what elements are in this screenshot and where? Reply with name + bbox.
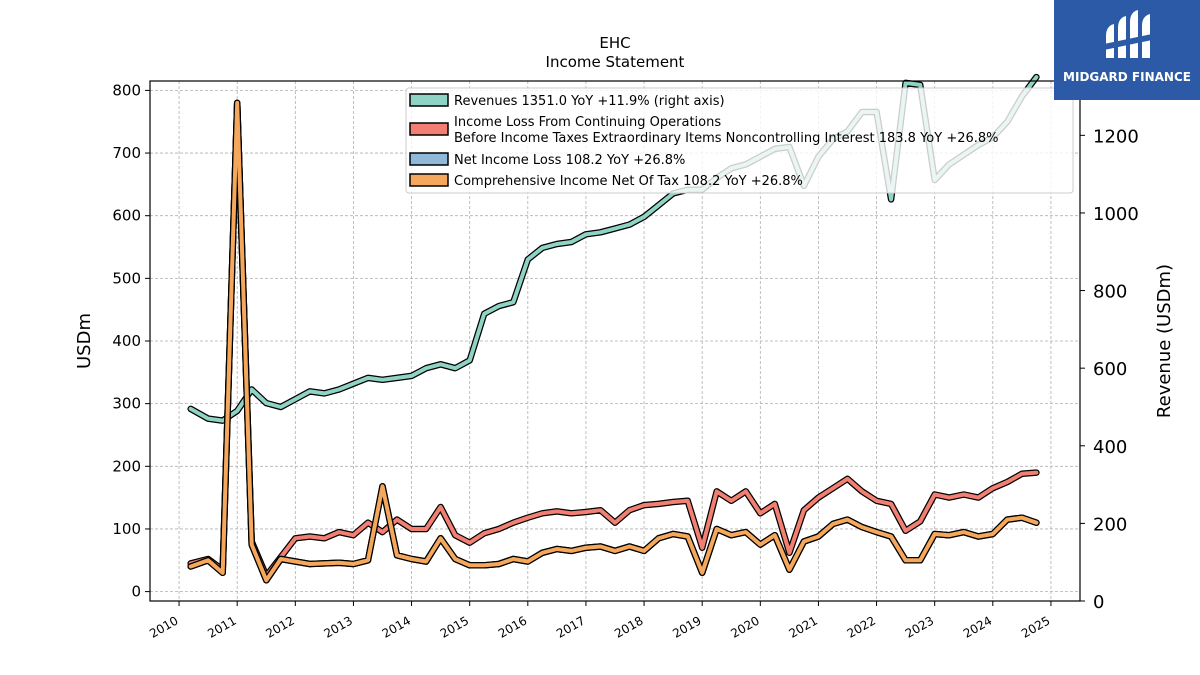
series-line-1 — [188, 100, 1039, 578]
y-tick-label-left: 800 — [112, 81, 141, 99]
x-tick-label: 2019 — [670, 613, 703, 640]
legend-swatch-3 — [409, 173, 449, 187]
series-line-3 — [188, 100, 1039, 583]
y-tick-label-left: 100 — [112, 520, 141, 538]
y-tick-label-right: 200 — [1093, 514, 1127, 535]
x-tick-label: 2025 — [1019, 613, 1052, 640]
x-tick-label: 2024 — [961, 613, 994, 640]
x-tick-label: 2013 — [321, 613, 354, 640]
x-tick-label: 2020 — [728, 613, 761, 640]
legend: Revenues 1351.0 YoY +11.9% (right axis) I… — [405, 87, 1074, 194]
x-tick-label: 2014 — [380, 613, 413, 640]
y-tick-label-left: 500 — [112, 269, 141, 287]
x-tick-label: 2021 — [786, 613, 819, 640]
x-tick-label: 2012 — [263, 613, 296, 640]
y-tick-label-right: 1000 — [1093, 204, 1139, 225]
legend-swatch-1 — [409, 122, 449, 136]
y-tick-label-left: 600 — [112, 207, 141, 225]
x-tick-label: 2018 — [612, 613, 645, 640]
y-axis-label-right: Revenue (USDm) — [1154, 264, 1175, 418]
legend-label-3: Comprehensive Income Net Of Tax 108.2 Yo… — [454, 174, 803, 189]
y-tick-label-right: 0 — [1093, 592, 1104, 613]
y-axis-label-left: USDm — [74, 313, 95, 369]
x-tick-label: 2022 — [845, 613, 878, 640]
logo-text: MIDGARD FINANCE — [1063, 70, 1191, 84]
x-tick-label: 2011 — [205, 613, 238, 640]
y-tick-label-left: 0 — [131, 583, 141, 601]
y-tick-label-left: 200 — [112, 457, 141, 475]
x-tick-label: 2023 — [903, 613, 936, 640]
legend-label-1-line-1: Before Income Taxes Extraordinary Items … — [454, 131, 999, 146]
y-tick-label-right: 600 — [1093, 359, 1127, 380]
y-tick-label-left: 300 — [112, 395, 141, 413]
y-tick-label-left: 400 — [112, 332, 141, 350]
legend-swatch-2 — [409, 152, 449, 166]
legend-swatch-0 — [409, 93, 449, 107]
midgard-finance-logo: MIDGARD FINANCE — [1054, 0, 1200, 100]
logo-mark-icon — [1104, 10, 1152, 58]
x-tick-label: 2016 — [496, 613, 529, 640]
y-tick-label-right: 1200 — [1093, 126, 1139, 147]
legend-box — [405, 87, 1074, 194]
x-tick-label: 2015 — [438, 613, 471, 640]
y-tick-label-right: 400 — [1093, 437, 1127, 458]
chart-subtitle: Income Statement — [546, 53, 685, 71]
legend-label-0: Revenues 1351.0 YoY +11.9% (right axis) — [454, 94, 725, 109]
x-tick-label: 2017 — [554, 613, 587, 640]
y-tick-label-left: 700 — [112, 144, 141, 162]
y-tick-label-right: 800 — [1093, 282, 1127, 303]
x-tick-label: 2010 — [147, 613, 180, 640]
legend-label-2: Net Income Loss 108.2 YoY +26.8% — [454, 153, 685, 168]
chart-title: EHC — [599, 34, 630, 52]
legend-label-1-line-0: Income Loss From Continuing Operations — [454, 115, 721, 130]
